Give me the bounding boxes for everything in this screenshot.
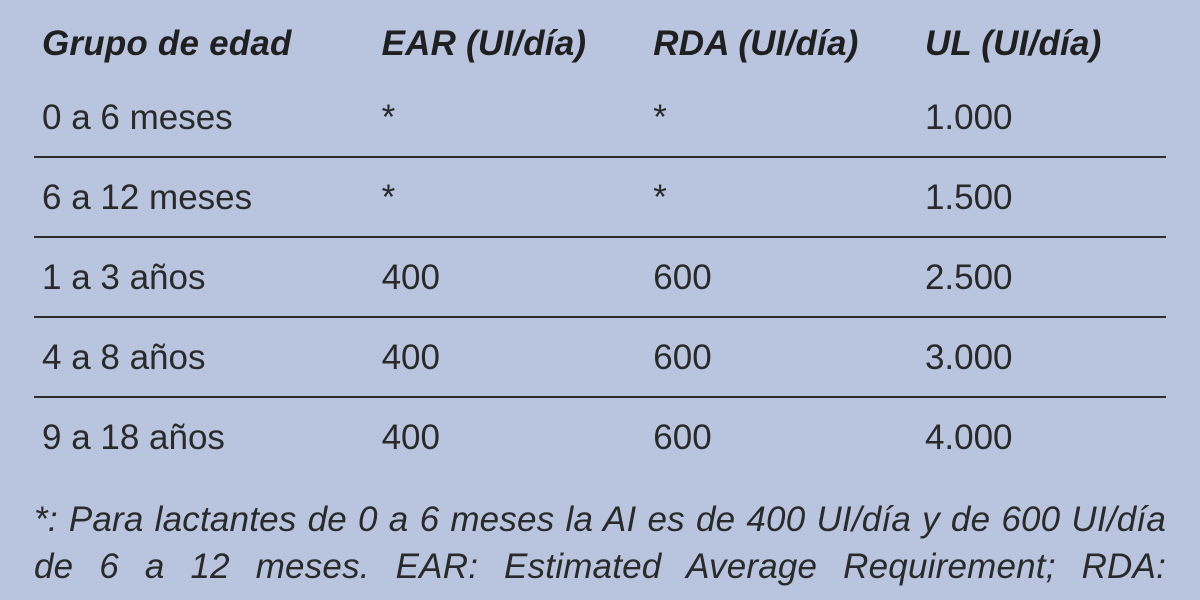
table-row: 6 a 12 meses * * 1.500: [34, 157, 1166, 237]
cell-rda: *: [645, 78, 917, 157]
col-header-ul: UL (UI/día): [917, 18, 1166, 78]
table-row: 0 a 6 meses * * 1.000: [34, 78, 1166, 157]
table-footnote: *: Para lactantes de 0 a 6 meses la AI e…: [34, 496, 1166, 600]
cell-ear: 400: [374, 317, 646, 397]
cell-ear: 400: [374, 397, 646, 476]
col-header-ear: EAR (UI/día): [374, 18, 646, 78]
cell-rda: 600: [645, 237, 917, 317]
cell-rda: *: [645, 157, 917, 237]
cell-grupo: 1 a 3 años: [34, 237, 374, 317]
table-header-row: Grupo de edad EAR (UI/día) RDA (UI/día) …: [34, 18, 1166, 78]
cell-ear: *: [374, 157, 646, 237]
cell-ul: 3.000: [917, 317, 1166, 397]
cell-ear: 400: [374, 237, 646, 317]
table-row: 1 a 3 años 400 600 2.500: [34, 237, 1166, 317]
table-row: 4 a 8 años 400 600 3.000: [34, 317, 1166, 397]
cell-ul: 4.000: [917, 397, 1166, 476]
col-header-grupo: Grupo de edad: [34, 18, 374, 78]
cell-grupo: 4 a 8 años: [34, 317, 374, 397]
cell-ear: *: [374, 78, 646, 157]
table-row: 9 a 18 años 400 600 4.000: [34, 397, 1166, 476]
cell-grupo: 9 a 18 años: [34, 397, 374, 476]
cell-grupo: 0 a 6 meses: [34, 78, 374, 157]
table-container: Grupo de edad EAR (UI/día) RDA (UI/día) …: [0, 0, 1200, 600]
cell-ul: 2.500: [917, 237, 1166, 317]
intake-table: Grupo de edad EAR (UI/día) RDA (UI/día) …: [34, 18, 1166, 476]
cell-ul: 1.500: [917, 157, 1166, 237]
cell-ul: 1.000: [917, 78, 1166, 157]
cell-rda: 600: [645, 317, 917, 397]
col-header-rda: RDA (UI/día): [645, 18, 917, 78]
cell-grupo: 6 a 12 meses: [34, 157, 374, 237]
cell-rda: 600: [645, 397, 917, 476]
